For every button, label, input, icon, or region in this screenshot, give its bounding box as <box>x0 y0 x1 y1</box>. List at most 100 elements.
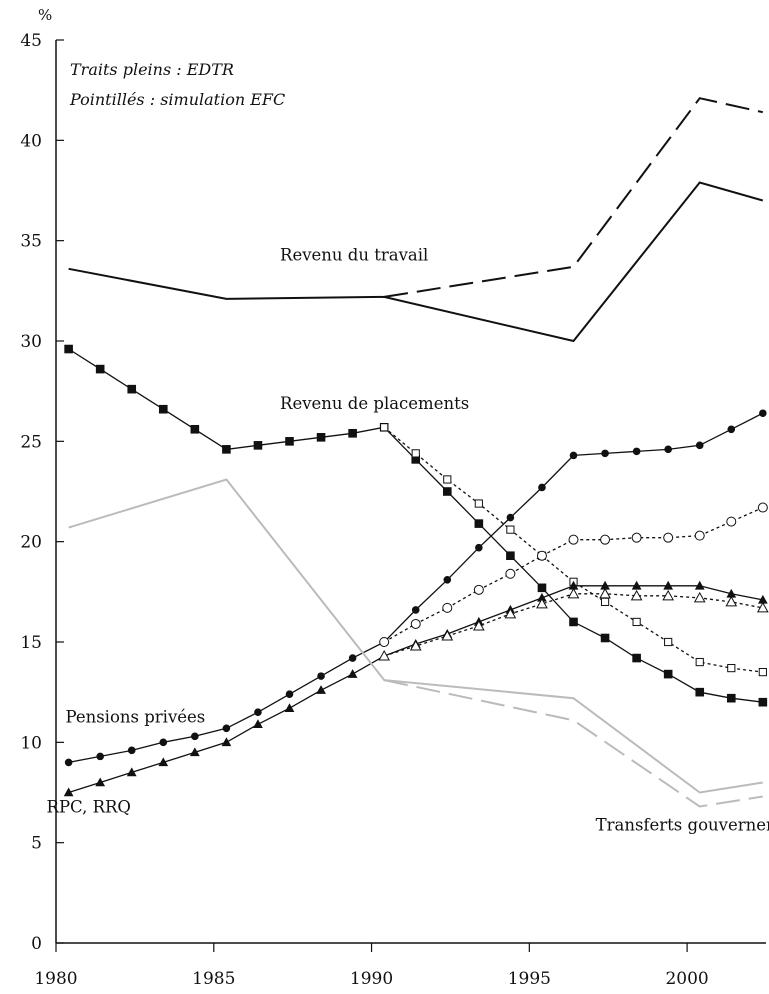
data-point-circle <box>475 543 483 552</box>
data-point-circle <box>317 672 325 680</box>
axis-tick-labels: 0 5 10 15 20 25 30 35 40 45 1980 1985 1990 1995 2000 <box>20 31 708 989</box>
data-point-circle <box>473 584 484 595</box>
data-point-square <box>664 637 673 647</box>
data-point-triangle <box>284 703 295 712</box>
data-point-square <box>348 429 357 438</box>
data-point-circle <box>538 483 546 492</box>
series-markers <box>63 344 769 797</box>
data-point-triangle <box>221 737 232 747</box>
data-point-square <box>64 344 73 354</box>
data-point-square <box>95 364 105 374</box>
data-point-square <box>222 445 231 454</box>
series-label: Pensions privées <box>65 707 205 726</box>
y-tick-label: 5 <box>31 834 42 854</box>
data-point-square <box>380 423 389 432</box>
data-point-circle <box>569 451 578 460</box>
data-point-triangle <box>567 587 580 599</box>
data-point-square <box>443 475 452 484</box>
data-point-square <box>158 404 168 414</box>
data-point-circle <box>442 602 453 613</box>
data-point-circle <box>601 449 609 458</box>
data-point-triangle <box>378 650 391 661</box>
data-point-triangle <box>693 591 706 603</box>
data-point-circle <box>127 746 136 755</box>
data-point-triangle <box>158 757 169 767</box>
x-tick-label: 1990 <box>350 969 393 989</box>
data-point-square <box>726 693 736 703</box>
data-point-triangle <box>189 747 200 757</box>
data-point-circle <box>348 654 357 662</box>
data-point-circle <box>600 534 611 545</box>
series-line <box>383 679 763 808</box>
data-point-circle <box>568 534 579 545</box>
data-point-square <box>506 551 515 561</box>
x-tick-label: 2000 <box>665 969 708 989</box>
data-point-circle <box>663 532 674 543</box>
chart-note: Pointillés : simulation EFC <box>69 90 285 109</box>
data-point-square <box>285 437 294 446</box>
data-point-circle <box>726 516 737 527</box>
data-point-circle <box>159 738 168 747</box>
data-point-triangle <box>630 589 643 601</box>
data-point-square <box>695 657 704 667</box>
data-point-square <box>758 697 768 707</box>
data-point-square <box>442 487 452 496</box>
chart-notes: Traits pleins : EDTR Pointillés : simulat… <box>69 60 285 109</box>
data-point-triangle <box>126 767 137 777</box>
x-tick-label: 1985 <box>192 969 235 989</box>
series-labels: Revenu du travail Revenu de placements Pen… <box>47 246 769 835</box>
data-point-square <box>695 687 705 697</box>
y-tick-label: 45 <box>20 31 42 51</box>
data-point-circle <box>727 425 736 434</box>
data-point-circle <box>506 513 515 522</box>
data-point-square <box>411 449 420 458</box>
series-label: Revenu de placements <box>280 394 469 413</box>
data-point-circle <box>695 441 704 450</box>
y-tick-label: 40 <box>20 131 42 151</box>
data-point-triangle <box>472 619 485 631</box>
series-label: Transferts gouvernementaux nets <box>596 816 769 835</box>
data-point-triangle <box>504 607 517 619</box>
y-tick-label: 35 <box>20 232 42 252</box>
data-point-circle <box>631 532 642 543</box>
data-point-triangle <box>694 580 705 590</box>
data-point-square <box>758 668 767 677</box>
data-point-circle <box>632 447 641 456</box>
y-tick-label: 10 <box>20 733 42 753</box>
data-point-square <box>632 653 641 663</box>
axis-ticks <box>55 39 688 952</box>
data-point-square <box>600 597 610 606</box>
data-point-triangle <box>662 589 675 601</box>
data-point-square <box>316 433 326 442</box>
data-point-circle <box>694 530 705 541</box>
data-point-triangle <box>409 639 422 651</box>
data-point-square <box>506 525 515 534</box>
data-point-square <box>632 617 641 627</box>
data-point-square <box>474 499 483 508</box>
data-point-triangle <box>663 580 674 590</box>
data-point-circle <box>254 708 262 717</box>
data-point-triangle <box>316 685 326 694</box>
y-tick-label: 25 <box>20 432 42 452</box>
data-point-square <box>569 617 578 627</box>
data-point-triangle <box>631 580 642 590</box>
data-point-triangle <box>536 597 548 609</box>
data-point-circle <box>285 690 294 698</box>
data-point-square <box>253 441 263 450</box>
y-tick-label: 15 <box>20 633 42 653</box>
y-tick-label: 20 <box>20 533 42 553</box>
data-point-circle <box>96 752 104 761</box>
data-point-triangle <box>95 777 106 787</box>
data-point-circle <box>759 409 767 418</box>
data-point-circle <box>191 732 199 741</box>
data-point-circle <box>664 445 672 454</box>
data-point-circle <box>443 575 452 584</box>
data-point-triangle <box>441 629 454 641</box>
data-point-circle <box>505 568 516 579</box>
series-line <box>68 478 763 794</box>
series-line <box>384 97 764 298</box>
x-tick-label: 1980 <box>34 969 77 989</box>
data-point-square <box>727 663 736 673</box>
series-label: RPC, RRQ <box>47 798 131 817</box>
